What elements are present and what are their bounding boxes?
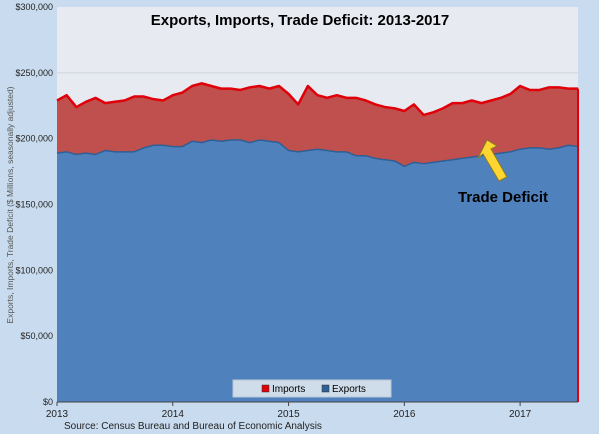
legend-box <box>232 379 392 398</box>
chart-title: Exports, Imports, Trade Deficit: 2013-20… <box>151 12 449 29</box>
y-axis-ticks: $0 $50,000 $100,000 $150,000 $200,000 $250,00… <box>15 2 53 407</box>
series-areas <box>56 82 579 402</box>
trade-deficit-annotation: Trade Deficit <box>458 139 548 206</box>
y-tick-label: $250,000 <box>15 68 53 78</box>
legend-label: Imports <box>272 384 305 395</box>
x-tick-label: 2014 <box>162 409 185 420</box>
x-axis-ticks: 2013 2014 2015 2016 2017 <box>46 401 578 420</box>
arrow-icon <box>477 139 508 182</box>
exports-area <box>57 139 578 402</box>
x-tick-label: 2016 <box>393 409 416 420</box>
y-tick-label: $0 <box>43 397 53 407</box>
y-axis-label: Exports, Imports, Trade Deficit ($ Milli… <box>5 86 15 323</box>
imports-line <box>56 82 578 117</box>
x-tick-label: 2015 <box>277 409 300 420</box>
legend: Imports Exports <box>232 379 392 398</box>
legend-swatch <box>321 384 330 393</box>
y-tick-label: $200,000 <box>15 134 53 144</box>
y-tick-label: $100,000 <box>15 265 53 275</box>
annotation-text: Trade Deficit <box>458 189 548 206</box>
legend-label: Exports <box>332 384 366 395</box>
legend-swatch <box>261 384 270 393</box>
x-tick-label: 2013 <box>46 409 69 420</box>
y-tick-label: $150,000 <box>15 200 53 210</box>
y-tick-label: $50,000 <box>20 331 53 341</box>
x-tick-label: 2017 <box>509 409 532 420</box>
source-note: Source: Census Bureau and Bureau of Econ… <box>64 421 322 432</box>
y-tick-label: $300,000 <box>15 2 53 12</box>
